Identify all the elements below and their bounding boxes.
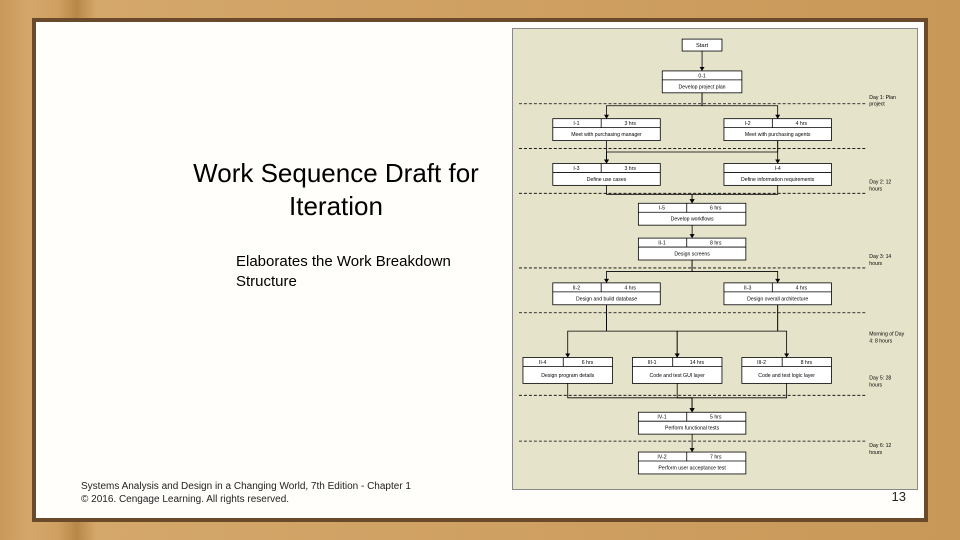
svg-text:Day 5: 28: Day 5: 28 [869,375,891,381]
svg-text:4: 8 hours: 4: 8 hours [869,339,892,345]
svg-text:Code and test logic layer: Code and test logic layer [758,373,815,379]
svg-text:4 hrs: 4 hrs [796,121,808,127]
slide-frame: Work Sequence Draft for Iteration Elabor… [32,18,928,522]
svg-text:hours: hours [869,382,882,388]
svg-text:Design screens: Design screens [674,252,710,258]
svg-text:Perform functional tests: Perform functional tests [665,426,720,432]
svg-text:3 hrs: 3 hrs [624,166,636,172]
svg-text:II-4: II-4 [539,360,547,366]
svg-text:3 hrs: 3 hrs [624,121,636,127]
svg-text:hours: hours [869,450,882,456]
svg-text:III-1: III-1 [648,360,657,366]
svg-text:4 hrs: 4 hrs [796,285,808,291]
svg-text:I-2: I-2 [745,121,751,127]
svg-text:14 hrs: 14 hrs [690,360,705,366]
slide-title: Work Sequence Draft for Iteration [186,157,486,222]
svg-text:Develop workflows: Develop workflows [671,217,714,223]
svg-text:6 hrs: 6 hrs [582,360,594,366]
svg-text:Design overall architecture: Design overall architecture [747,296,808,302]
svg-text:Day 2: 12: Day 2: 12 [869,179,891,185]
svg-text:project: project [869,102,885,108]
svg-text:II-1: II-1 [658,241,666,247]
svg-text:4 hrs: 4 hrs [624,285,636,291]
svg-text:Meet with purchasing manager: Meet with purchasing manager [571,132,642,138]
svg-text:I-1: I-1 [573,121,579,127]
svg-text:III-2: III-2 [757,360,766,366]
work-sequence-diagram: Day 1: PlanprojectDay 2: 12hoursDay 3: 1… [512,28,918,490]
svg-text:I-5: I-5 [659,206,665,212]
svg-text:Start: Start [696,43,709,49]
svg-text:Design program details: Design program details [541,373,594,379]
svg-text:I-3: I-3 [573,166,579,172]
svg-text:IV-1: IV-1 [657,415,666,421]
svg-text:Perform user acceptance test: Perform user acceptance test [658,465,726,471]
svg-text:6 hrs: 6 hrs [710,206,722,212]
slide-subtitle: Elaborates the Work Breakdown Structure [236,252,456,293]
svg-text:Day 1: Plan: Day 1: Plan [869,95,896,101]
svg-text:5 hrs: 5 hrs [710,415,722,421]
svg-text:Design and build database: Design and build database [576,296,637,302]
svg-text:I-4: I-4 [775,166,781,172]
svg-text:II-3: II-3 [744,285,752,291]
svg-text:7 hrs: 7 hrs [710,455,722,461]
footer-line-1: Systems Analysis and Design in a Changin… [81,481,411,492]
svg-text:8 hrs: 8 hrs [710,241,722,247]
footer-text: Systems Analysis and Design in a Changin… [81,480,411,506]
svg-text:Meet with purchasing agents: Meet with purchasing agents [745,132,811,138]
svg-text:hours: hours [869,261,882,267]
svg-text:IV-2: IV-2 [657,455,666,461]
svg-text:Day 6: 12: Day 6: 12 [869,443,891,449]
svg-text:Define use cases: Define use cases [587,177,627,183]
svg-text:Day 3: 14: Day 3: 14 [869,254,891,260]
svg-text:0-1: 0-1 [698,73,706,79]
footer-line-2: © 2016. Cengage Learning. All rights res… [81,494,289,505]
svg-text:Morning of Day: Morning of Day [869,332,904,338]
svg-text:Code and test GUI layer: Code and test GUI layer [650,373,706,379]
svg-text:Develop project plan: Develop project plan [679,84,726,90]
page-number: 13 [892,489,906,504]
svg-text:Define information requirement: Define information requirements [741,177,815,183]
svg-text:hours: hours [869,186,882,192]
svg-text:II-2: II-2 [573,285,581,291]
svg-text:8 hrs: 8 hrs [801,360,813,366]
